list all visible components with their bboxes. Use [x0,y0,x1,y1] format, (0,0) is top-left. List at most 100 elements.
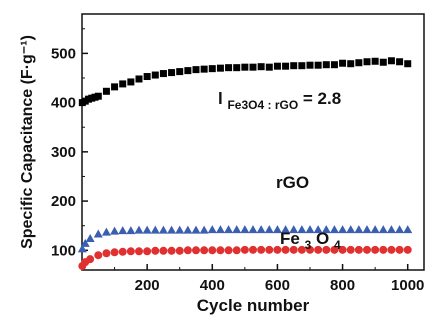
data-point-square [363,58,371,66]
data-point-square [208,65,216,73]
data-point-circle [354,245,363,254]
data-point-square [314,61,322,69]
y-axis-title: Specific Capacitance (F·g⁻¹) [19,35,36,249]
data-point-circle [159,246,168,255]
data-point-triangle [134,225,144,234]
data-point-square [322,61,330,69]
data-point-triangle [378,225,388,234]
x-axis-title: Cycle number [197,296,310,315]
data-point-triangle [215,225,225,234]
data-point-square [273,62,281,70]
data-point-circle [192,246,200,255]
data-point-triangle [305,225,315,234]
series-circle [78,245,412,271]
data-point-triangle [403,225,413,234]
data-point-circle [371,245,380,254]
data-point-circle [395,245,404,254]
data-point-circle [265,245,274,254]
data-point-circle [224,246,233,255]
data-point-square [200,65,208,73]
data-point-circle [167,246,176,255]
data-point-circle [387,245,396,254]
data-point-triangle [256,225,266,234]
x-tick-label: 800 [330,277,355,294]
data-point-triangle [101,227,111,236]
series-square [78,57,412,107]
tick-marks [82,28,409,270]
data-point-triangle [167,225,177,234]
fe3o4-o: O [316,229,329,248]
data-point-square [151,71,159,79]
data-point-triangle [370,225,380,234]
data-point-square [216,64,224,72]
data-point-circle [346,245,355,254]
data-point-triangle [118,226,128,235]
data-point-square [233,64,241,72]
data-point-circle [86,255,95,264]
data-point-triangle [313,225,323,234]
data-point-square [355,59,363,67]
data-point-triangle [158,225,168,234]
data-point-circle [94,251,103,260]
data-point-circle [322,245,331,254]
data-point-triangle [110,226,120,235]
ratio-prefix: l [218,89,223,108]
data-point-triangle [362,225,372,234]
data-point-triangle [264,225,274,234]
data-point-triangle [207,225,217,234]
data-point-square [192,66,200,74]
data-point-triangle [183,225,193,234]
data-point-triangle [281,225,291,234]
fe3o4-sub-4: 4 [334,238,341,252]
fe3o4-fe: Fe [280,229,300,248]
data-point-square [249,63,257,71]
data-marks [77,57,413,271]
data-point-circle [110,248,119,257]
data-point-circle [273,245,282,254]
data-point-circle [314,245,323,254]
data-point-square [396,58,404,66]
data-point-circle [306,245,314,254]
data-point-triangle [354,225,364,234]
ratio-annotation: l Fe3O4 : rGO = 2.8 [218,89,341,113]
data-point-triangle [191,225,201,234]
data-point-triangle [126,226,136,235]
y-tick-label: 300 [51,144,76,161]
y-tick-label: 100 [51,242,76,259]
data-point-triangle [150,225,160,234]
x-tick-label: 600 [265,277,290,294]
data-point-circle [379,245,388,254]
ratio-value: = 2.8 [303,89,341,108]
data-point-circle [232,246,241,255]
data-point-triangle [289,225,299,234]
data-point-square [111,83,119,91]
data-point-circle [297,245,306,254]
data-point-square [168,69,176,77]
data-point-triangle [77,244,87,253]
y-tick-label: 400 [51,95,76,112]
data-point-square [330,61,338,69]
rgo-series-label: rGO [276,173,309,192]
series-triangle [77,225,413,253]
data-point-circle [175,246,184,255]
data-point-circle [363,245,371,254]
data-point-square [371,57,379,65]
data-point-square [135,75,143,83]
data-point-circle [126,247,135,256]
data-point-triangle [346,225,356,234]
x-tick-label: 200 [135,277,160,294]
data-point-triangle [199,225,209,234]
y-tick-label: 500 [51,45,76,62]
data-point-square [306,61,314,69]
data-point-square [102,87,110,95]
data-point-triangle [272,225,282,234]
data-point-square [119,80,127,88]
data-point-circle [200,246,209,255]
data-point-circle [143,247,152,256]
data-point-square [298,62,306,70]
data-point-circle [151,246,160,255]
data-point-square [387,57,395,65]
data-point-circle [208,246,217,255]
data-point-square [176,68,184,76]
data-point-circle [338,245,347,254]
